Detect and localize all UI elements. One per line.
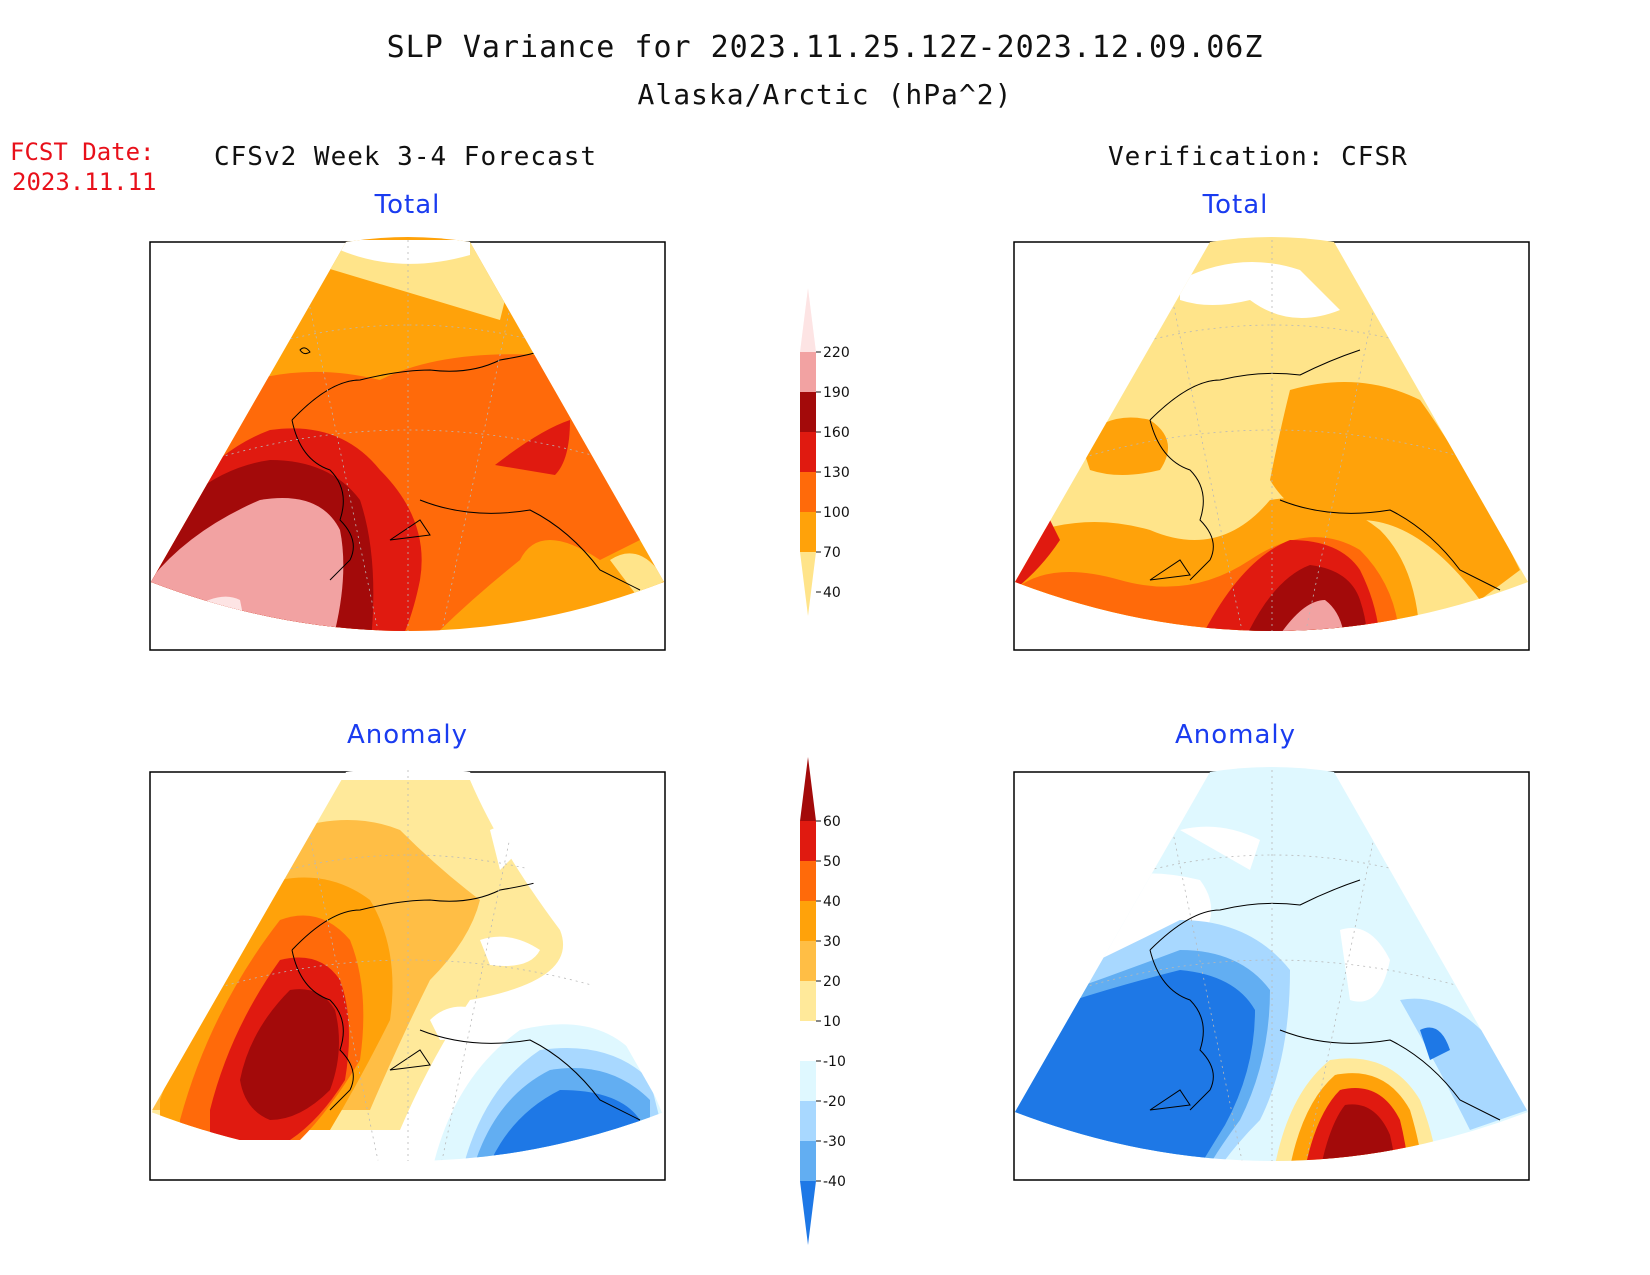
colorbar-segment xyxy=(800,1061,816,1101)
colorbar-label: -10 xyxy=(823,1054,846,1070)
map-subtitle: Alaska/Arctic (hPa^2) xyxy=(637,78,1013,111)
colorbar-segment xyxy=(800,821,816,861)
colorbar-label: 40 xyxy=(823,585,841,601)
colorbar-label: 40 xyxy=(823,894,841,910)
colorbar-segment xyxy=(800,472,816,512)
fcst-date-label: FCST Date: xyxy=(10,138,155,166)
colorbar-segment xyxy=(800,1101,816,1141)
colorbar-label: -20 xyxy=(823,1094,846,1110)
colorbar-label: 160 xyxy=(823,425,850,441)
colorbar-label: 130 xyxy=(823,465,850,481)
colorbar-segment xyxy=(800,981,816,1021)
verification-column-header: Verification: CFSR xyxy=(1108,142,1408,172)
colorbar-segment xyxy=(800,941,816,981)
colorbar-label: -40 xyxy=(823,1174,846,1190)
colorbar-segment xyxy=(800,352,816,392)
colorbar-label: 30 xyxy=(823,934,841,950)
colorbar-segment xyxy=(800,432,816,472)
forecast-total-title: Total xyxy=(374,190,441,220)
anomaly-colorbar: 60 50 40 30 20 10 -10 -20 -30 -40 xyxy=(800,757,846,1245)
verification-total-title: Total xyxy=(1202,190,1269,220)
colorbar-label: 10 xyxy=(823,1014,841,1030)
forecast-column-header: CFSv2 Week 3-4 Forecast xyxy=(214,142,598,172)
colorbar-segment xyxy=(800,901,816,941)
verification-anomaly-map xyxy=(1013,767,1530,1181)
verification-anomaly-title: Anomaly xyxy=(1174,720,1297,750)
forecast-total-map xyxy=(149,237,666,651)
colorbar-label: 190 xyxy=(823,385,850,401)
colorbar-label: 20 xyxy=(823,974,841,990)
verification-total-map xyxy=(1013,237,1530,651)
colorbar-bottom-end xyxy=(800,1181,816,1245)
colorbar-label: 100 xyxy=(823,505,850,521)
colorbar-segment xyxy=(800,1021,816,1061)
forecast-anomaly-map xyxy=(149,767,666,1181)
colorbar-label: 50 xyxy=(823,854,841,870)
colorbar-segment xyxy=(800,1141,816,1181)
colorbar-label: 220 xyxy=(823,345,850,361)
colorbar-segment xyxy=(800,861,816,901)
colorbar-top-end xyxy=(800,288,816,352)
total-colorbar: 220 190 160 130 100 70 40 xyxy=(800,288,850,616)
colorbar-label: 60 xyxy=(823,814,841,830)
colorbar-segment xyxy=(800,512,816,552)
colorbar-segment xyxy=(800,392,816,432)
colorbar-bottom-end xyxy=(800,552,816,616)
forecast-anomaly-title: Anomaly xyxy=(346,720,469,750)
colorbar-top-end xyxy=(800,757,816,821)
colorbar-label: -30 xyxy=(823,1134,846,1150)
colorbar-label: 70 xyxy=(823,545,841,561)
fcst-date-value: 2023.11.11 xyxy=(12,168,157,196)
map-title: SLP Variance for 2023.11.25.12Z-2023.12.… xyxy=(386,30,1264,65)
